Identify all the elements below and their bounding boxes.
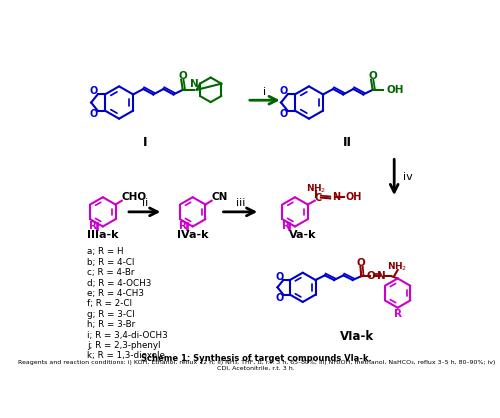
- Text: IVa-k: IVa-k: [177, 230, 208, 240]
- Text: O: O: [90, 87, 98, 97]
- Text: OH: OH: [386, 85, 404, 95]
- Text: N: N: [377, 271, 386, 281]
- Text: O: O: [276, 293, 283, 303]
- Text: b; R = 4-Cl: b; R = 4-Cl: [88, 258, 134, 267]
- Text: N: N: [332, 192, 340, 202]
- Text: NH$_2$: NH$_2$: [388, 261, 408, 273]
- Text: k; R = 1,3-dioxole: k; R = 1,3-dioxole: [88, 352, 165, 360]
- Text: I: I: [143, 136, 148, 149]
- Text: g; R = 3-Cl: g; R = 3-Cl: [88, 310, 135, 319]
- Text: O: O: [280, 109, 288, 119]
- Text: R: R: [90, 222, 98, 232]
- Text: ii: ii: [142, 199, 148, 209]
- Text: e; R = 4-CH3: e; R = 4-CH3: [88, 289, 144, 298]
- Text: O: O: [178, 71, 187, 81]
- Text: d; R = 4-OCH3: d; R = 4-OCH3: [88, 278, 152, 288]
- Text: iv: iv: [404, 172, 413, 182]
- Text: R: R: [394, 309, 402, 319]
- Text: O: O: [90, 109, 98, 119]
- Text: II: II: [342, 136, 351, 149]
- Text: i; R = 3,4-di-OCH3: i; R = 3,4-di-OCH3: [88, 331, 168, 339]
- Text: Va-k: Va-k: [289, 230, 316, 240]
- Text: R: R: [282, 222, 290, 232]
- Text: c; R = 4-Br: c; R = 4-Br: [88, 268, 135, 277]
- Text: a; R = H: a; R = H: [88, 247, 124, 256]
- Text: NH$_2$: NH$_2$: [306, 182, 326, 195]
- Text: IIIa-k: IIIa-k: [87, 230, 118, 240]
- Text: VIa-k: VIa-k: [340, 330, 374, 343]
- Text: Reagents and reaction conditions: i) KOH, Ethanol, reflux 12 h; ii) NH₃, THF, I₂: Reagents and reaction conditions: i) KOH…: [18, 360, 495, 371]
- Text: h; R = 3-Br: h; R = 3-Br: [88, 320, 136, 329]
- Text: O: O: [367, 271, 376, 281]
- Text: O: O: [368, 71, 377, 81]
- Text: OH: OH: [346, 192, 362, 202]
- Text: j; R = 2,3-phenyl: j; R = 2,3-phenyl: [88, 341, 161, 350]
- Text: iii: iii: [236, 199, 246, 209]
- Text: N: N: [190, 79, 199, 89]
- Text: O: O: [357, 258, 366, 268]
- Text: O: O: [280, 87, 288, 97]
- Text: CN: CN: [212, 192, 228, 202]
- Text: Scheme 1: Synthesis of target compounds VIa-k.: Scheme 1: Synthesis of target compounds …: [141, 354, 372, 363]
- Text: O: O: [276, 272, 283, 282]
- Text: C: C: [314, 193, 322, 203]
- Text: f; R = 2-Cl: f; R = 2-Cl: [88, 299, 132, 308]
- Text: i: i: [263, 87, 266, 97]
- Text: R: R: [180, 222, 188, 232]
- Text: CHO: CHO: [122, 192, 147, 202]
